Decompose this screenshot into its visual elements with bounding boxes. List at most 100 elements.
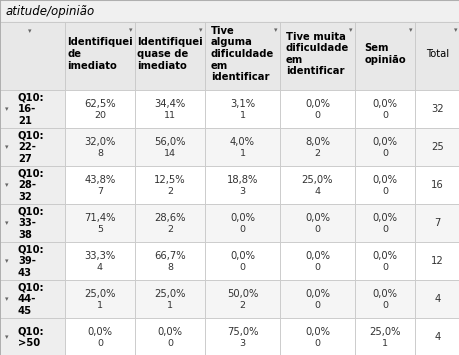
Text: 0: 0 xyxy=(167,339,173,349)
Bar xyxy=(0,242,65,280)
Bar xyxy=(414,242,459,280)
Text: ▾: ▾ xyxy=(199,27,202,33)
Text: 0,0%: 0,0% xyxy=(230,213,254,223)
Bar xyxy=(354,166,414,204)
Text: Sem
opinião: Sem opinião xyxy=(364,43,405,65)
Text: 20: 20 xyxy=(94,111,106,120)
Text: 2: 2 xyxy=(239,301,245,311)
Text: ▾: ▾ xyxy=(28,28,31,34)
Bar xyxy=(65,90,134,128)
Text: 0,0%: 0,0% xyxy=(372,137,397,147)
Text: 0,0%: 0,0% xyxy=(87,327,112,337)
Text: 0: 0 xyxy=(381,263,387,273)
Text: 71,4%: 71,4% xyxy=(84,213,116,223)
Bar xyxy=(414,318,459,355)
Text: 16: 16 xyxy=(430,180,443,190)
Text: Tive
alguma
dificuldade
em
identificar: Tive alguma dificuldade em identificar xyxy=(210,26,274,82)
Bar xyxy=(0,0,459,22)
Bar xyxy=(354,22,414,90)
Text: ▾: ▾ xyxy=(129,27,133,33)
Bar xyxy=(280,242,354,280)
Bar xyxy=(65,22,134,90)
Text: Q10:
44-
45: Q10: 44- 45 xyxy=(18,282,45,316)
Text: 25,0%: 25,0% xyxy=(84,289,116,299)
Text: 0,0%: 0,0% xyxy=(304,213,329,223)
Text: ▾: ▾ xyxy=(5,334,8,340)
Text: 1: 1 xyxy=(167,301,173,311)
Text: Identifiquei
de
imediato: Identifiquei de imediato xyxy=(67,37,133,71)
Bar xyxy=(134,166,205,204)
Text: 2: 2 xyxy=(167,225,173,235)
Text: 2: 2 xyxy=(314,149,320,158)
Text: Q10:
16-
21: Q10: 16- 21 xyxy=(18,92,45,126)
Bar xyxy=(134,318,205,355)
Text: 1: 1 xyxy=(381,339,387,349)
Text: 4: 4 xyxy=(433,332,440,342)
Bar xyxy=(280,166,354,204)
Text: Tive muita
dificuldade
em
identificar: Tive muita dificuldade em identificar xyxy=(285,32,348,76)
Text: 7: 7 xyxy=(433,218,440,228)
Text: 0: 0 xyxy=(314,339,320,349)
Text: 25,0%: 25,0% xyxy=(301,175,332,185)
Text: 0: 0 xyxy=(239,225,245,235)
Text: 4: 4 xyxy=(97,263,103,273)
Bar xyxy=(414,166,459,204)
Text: 1: 1 xyxy=(239,149,245,158)
Text: 14: 14 xyxy=(164,149,176,158)
Text: 0: 0 xyxy=(314,301,320,311)
Text: Q10:
22-
27: Q10: 22- 27 xyxy=(18,130,45,164)
Bar xyxy=(134,128,205,166)
Text: 33,3%: 33,3% xyxy=(84,251,115,261)
Text: ▾: ▾ xyxy=(5,258,8,264)
Bar xyxy=(280,280,354,318)
Text: 3: 3 xyxy=(239,339,245,349)
Text: 0,0%: 0,0% xyxy=(157,327,182,337)
Bar xyxy=(205,90,280,128)
Text: atitude/opinião: atitude/opinião xyxy=(6,5,95,17)
Text: ▾: ▾ xyxy=(274,27,277,33)
Bar xyxy=(414,22,459,90)
Bar xyxy=(354,318,414,355)
Bar xyxy=(0,204,65,242)
Text: 28,6%: 28,6% xyxy=(154,213,185,223)
Bar xyxy=(354,242,414,280)
Bar xyxy=(0,90,65,128)
Text: ▾: ▾ xyxy=(5,220,8,226)
Bar xyxy=(354,128,414,166)
Text: Q10:
33-
38: Q10: 33- 38 xyxy=(18,206,45,240)
Bar xyxy=(205,128,280,166)
Text: 4,0%: 4,0% xyxy=(230,137,254,147)
Text: 75,0%: 75,0% xyxy=(226,327,257,337)
Text: ▾: ▾ xyxy=(453,27,457,33)
Text: 0,0%: 0,0% xyxy=(304,99,329,109)
Bar xyxy=(65,166,134,204)
Bar xyxy=(205,22,280,90)
Bar xyxy=(205,280,280,318)
Bar xyxy=(414,128,459,166)
Bar xyxy=(354,90,414,128)
Bar xyxy=(134,280,205,318)
Text: 25,0%: 25,0% xyxy=(154,289,185,299)
Bar xyxy=(205,242,280,280)
Text: 56,0%: 56,0% xyxy=(154,137,185,147)
Text: 0: 0 xyxy=(97,339,103,349)
Text: 0,0%: 0,0% xyxy=(304,327,329,337)
Text: Q10:
28-
32: Q10: 28- 32 xyxy=(18,168,45,202)
Bar xyxy=(280,90,354,128)
Text: 0,0%: 0,0% xyxy=(304,289,329,299)
Text: 12,5%: 12,5% xyxy=(154,175,185,185)
Text: 0,0%: 0,0% xyxy=(372,99,397,109)
Text: ▾: ▾ xyxy=(409,27,412,33)
Text: 0: 0 xyxy=(381,149,387,158)
Text: 12: 12 xyxy=(430,256,443,266)
Text: 11: 11 xyxy=(164,111,176,120)
Bar xyxy=(280,318,354,355)
Bar xyxy=(0,22,65,90)
Text: 0: 0 xyxy=(381,187,387,197)
Text: 0: 0 xyxy=(314,225,320,235)
Bar xyxy=(134,204,205,242)
Bar xyxy=(65,280,134,318)
Text: Q10:
39-
43: Q10: 39- 43 xyxy=(18,244,45,278)
Text: 0,0%: 0,0% xyxy=(304,251,329,261)
Text: 0: 0 xyxy=(381,301,387,311)
